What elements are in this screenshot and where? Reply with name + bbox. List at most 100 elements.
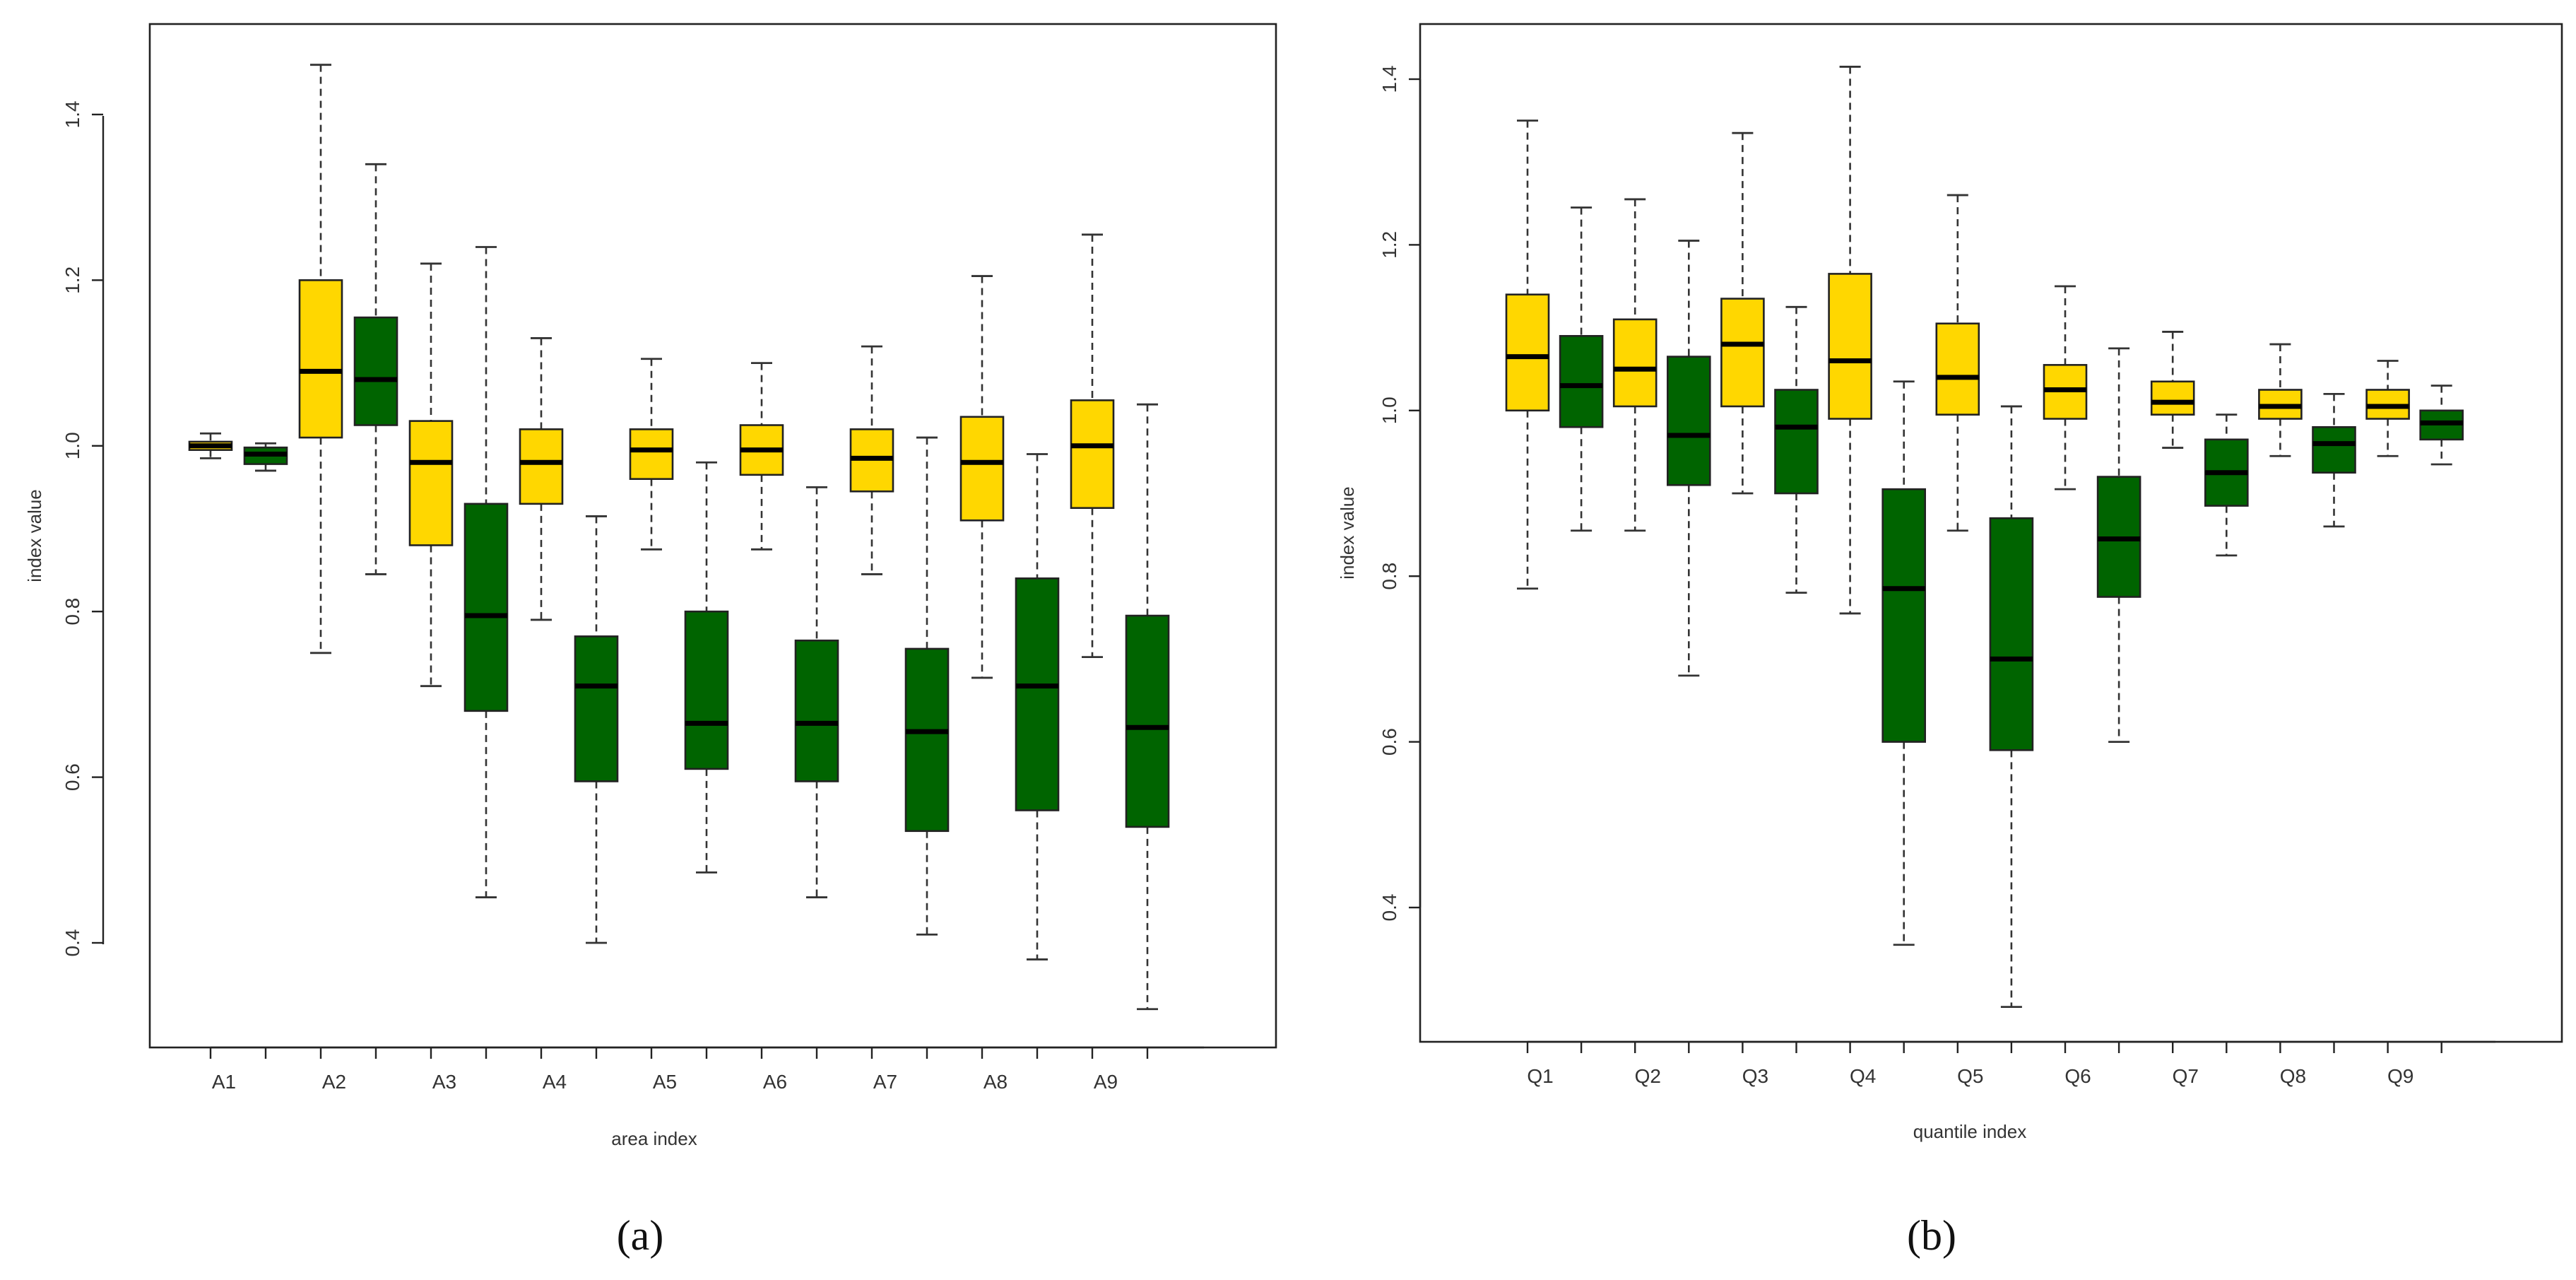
panel-b-y-tick-label: 0.6 bbox=[1378, 728, 1400, 756]
panel-a-y-tick-label: 0.8 bbox=[61, 598, 83, 626]
iqr-box bbox=[1015, 577, 1060, 811]
panel-a-label: (a) bbox=[617, 1212, 664, 1259]
panel-b-x-tick-label: Q7 bbox=[2173, 1065, 2199, 1087]
panel-b-y-tick-label: 1.0 bbox=[1378, 397, 1400, 424]
panel-a-y-tick-label: 1.2 bbox=[61, 266, 83, 294]
panel-b-box-Q6-yellow bbox=[2043, 285, 2088, 491]
panel-b-x-tick-label: Q6 bbox=[2064, 1065, 2091, 1087]
iqr-box bbox=[629, 428, 674, 480]
panel-b-box-Q4-yellow bbox=[1828, 66, 1872, 615]
panel-b-box-Q4-green bbox=[1881, 380, 1926, 946]
panel-a-x-tick-label: A6 bbox=[763, 1071, 787, 1093]
panel-b-x-tick-label: Q2 bbox=[1635, 1065, 1661, 1087]
panel-a-x-tick-label: A2 bbox=[322, 1071, 346, 1093]
iqr-box bbox=[1125, 614, 1170, 828]
panel-a-x-tick-label: A4 bbox=[543, 1071, 567, 1093]
panel-a-box-A3-green bbox=[463, 246, 509, 898]
iqr-box bbox=[298, 279, 343, 439]
panel-b-box-Q1-green bbox=[1559, 206, 1604, 532]
panel-a-x-axis-label: area index bbox=[611, 1128, 697, 1149]
panel-a-y-tick-label: 0.4 bbox=[61, 929, 83, 957]
panel-b-x-tick-label: Q8 bbox=[2280, 1065, 2306, 1087]
iqr-box bbox=[1989, 517, 2034, 751]
panel-b-y-tick-label: 1.2 bbox=[1378, 231, 1400, 259]
panel-b-box-Q7-yellow bbox=[2150, 331, 2195, 449]
iqr-box bbox=[1720, 298, 1765, 408]
iqr-box bbox=[1774, 389, 1819, 495]
iqr-box bbox=[2312, 425, 2356, 474]
panel-a-chart: 0.4 0.6 0.8 1.0 1.2 1.4 A1 A2 A3 A4 A5 A6 A7 A8 A9 in… bbox=[24, 23, 1277, 1259]
iqr-box bbox=[574, 635, 619, 782]
panel-b-box-Q8-yellow bbox=[2258, 343, 2303, 457]
panel-a-box-A2-green bbox=[353, 163, 398, 575]
panel-a-boxes bbox=[188, 64, 1170, 1011]
panel-a-y-tick-label: 0.6 bbox=[61, 763, 83, 791]
panel-a-x-ticks: A1 A2 A3 A4 A5 A6 A7 A8 A9 bbox=[209, 1047, 1149, 1093]
panel-b-box-Q6-green bbox=[2096, 347, 2141, 743]
panel-b-box-Q7-green bbox=[2204, 413, 2249, 557]
panel-b-chart: 0.4 0.6 0.8 1.0 1.2 1.4 Q1 Q2 Q3 Q4 Q5 Q6 Q7 Q8 Q9 in… bbox=[1337, 23, 2563, 1259]
iqr-box bbox=[408, 420, 454, 546]
iqr-box bbox=[904, 647, 950, 833]
panel-a-box-A7-yellow bbox=[849, 345, 894, 575]
iqr-box bbox=[1559, 335, 1604, 428]
panel-b-y-axis-label: index value bbox=[1337, 486, 1358, 580]
iqr-box bbox=[794, 639, 839, 782]
panel-a-box-A6-yellow bbox=[739, 362, 784, 551]
panel-b-box-Q2-green bbox=[1667, 240, 1711, 677]
iqr-box bbox=[519, 428, 564, 505]
panel-a-x-tick-label: A8 bbox=[983, 1071, 1008, 1093]
panel-a-y-tick-label: 1.4 bbox=[61, 101, 83, 129]
panel-b-box-Q1-yellow bbox=[1505, 119, 1550, 590]
panel-a-box-A4-green bbox=[574, 515, 619, 944]
panel-b-box-Q8-green bbox=[2312, 392, 2356, 528]
panel-a-box-A5-yellow bbox=[629, 358, 674, 551]
iqr-box bbox=[463, 503, 509, 712]
panel-a-box-A9-yellow bbox=[1070, 233, 1115, 659]
iqr-box bbox=[353, 316, 398, 426]
iqr-box bbox=[1505, 293, 1550, 412]
panel-b-x-tick-label: Q9 bbox=[2387, 1065, 2413, 1087]
panel-b-y-ticks: 0.4 0.6 0.8 1.0 1.2 1.4 bbox=[1378, 66, 1420, 922]
panel-a-box-A7-green bbox=[904, 436, 950, 936]
panel-b-boxes bbox=[1505, 66, 2464, 1009]
panel-a-box-A3-yellow bbox=[408, 262, 454, 688]
panel-a-y-ticks: 0.4 0.6 0.8 1.0 1.2 1.4 bbox=[61, 101, 103, 957]
panel-a-box-A1-yellow bbox=[188, 432, 233, 459]
panel-a-box-A8-yellow bbox=[959, 275, 1005, 679]
iqr-box bbox=[684, 610, 729, 770]
panel-b-x-axis-label: quantile index bbox=[1913, 1121, 2026, 1142]
panel-a-x-tick-label: A5 bbox=[653, 1071, 677, 1093]
panel-b-box-Q9-yellow bbox=[2365, 360, 2410, 457]
iqr-box bbox=[1935, 322, 1980, 416]
panel-a-x-tick-label: A3 bbox=[432, 1071, 456, 1093]
panel-b-y-tick-label: 1.4 bbox=[1378, 66, 1400, 93]
panel-b-x-tick-label: Q4 bbox=[1850, 1065, 1876, 1087]
panel-b-box-Q3-yellow bbox=[1720, 131, 1765, 495]
panel-a-box-A2-yellow bbox=[298, 64, 343, 654]
panel-a-box-A6-green bbox=[794, 486, 839, 898]
panel-b-box-Q5-green bbox=[1989, 405, 2034, 1009]
panel-b-x-ticks: Q1 Q2 Q3 Q4 Q5 Q6 Q7 Q8 Q9 bbox=[1526, 1042, 2442, 1087]
panel-a-y-tick-label: 1.0 bbox=[61, 432, 83, 459]
panel-b-y-tick-label: 0.8 bbox=[1378, 563, 1400, 590]
panel-a-x-tick-label: A7 bbox=[873, 1071, 897, 1093]
panel-b-x-tick-label: Q3 bbox=[1742, 1065, 1768, 1087]
panel-a-x-tick-label: A9 bbox=[1094, 1071, 1118, 1093]
panel-b-box-Q9-green bbox=[2419, 384, 2464, 466]
panel-a-y-axis-label: index value bbox=[24, 489, 45, 582]
panel-a-x-tick-label: A1 bbox=[212, 1071, 236, 1093]
panel-b-y-tick-label: 0.4 bbox=[1378, 894, 1400, 922]
panel-b-box-Q2-yellow bbox=[1612, 198, 1658, 532]
iqr-box bbox=[1612, 318, 1658, 408]
panel-a-plot-frame bbox=[148, 23, 1277, 1049]
iqr-box bbox=[2150, 380, 2195, 416]
iqr-box bbox=[959, 416, 1005, 522]
iqr-box bbox=[1881, 488, 1926, 743]
iqr-box bbox=[1828, 273, 1872, 420]
panel-b-box-Q3-green bbox=[1774, 305, 1819, 594]
panel-a-box-A5-green bbox=[684, 461, 729, 874]
panel-b-box-Q5-yellow bbox=[1935, 194, 1980, 532]
panel-a-box-A9-green bbox=[1125, 403, 1170, 1011]
